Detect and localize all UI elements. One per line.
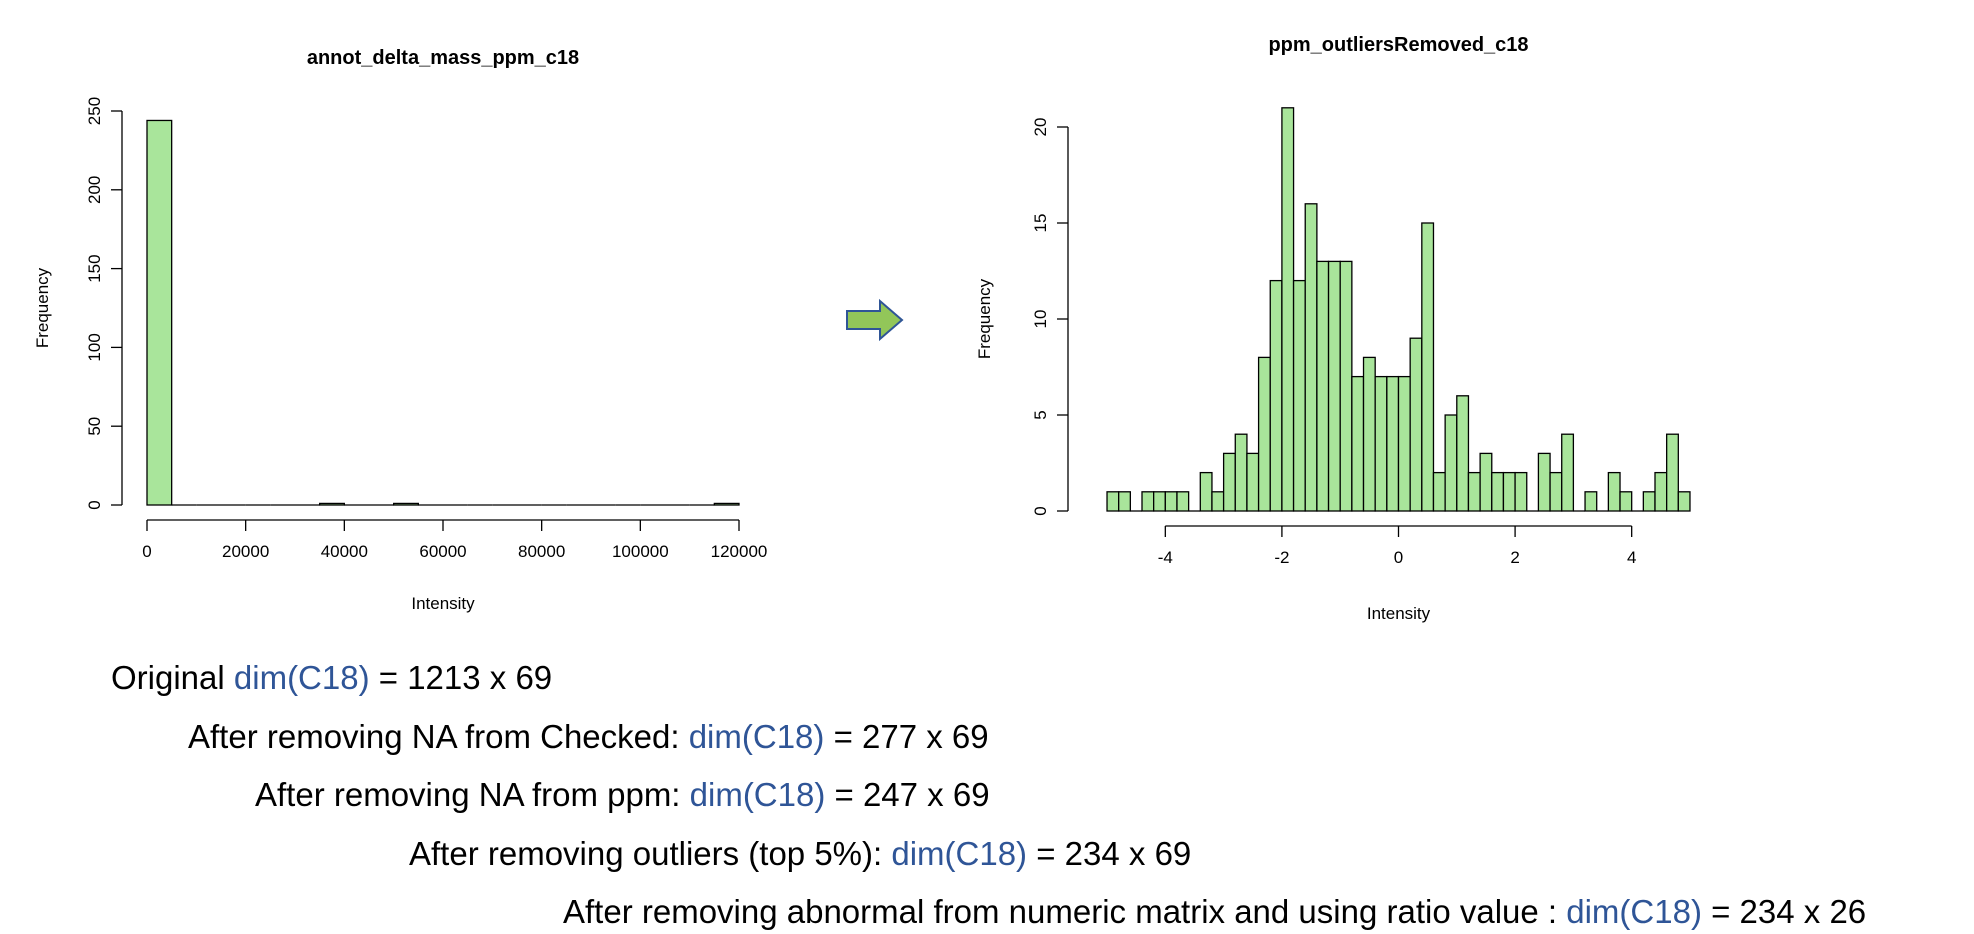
- histogram-bar: [1222, 452, 1236, 512]
- histogram-bar: [1514, 471, 1528, 512]
- histogram-bar: [146, 119, 173, 506]
- histogram-bar: [1153, 491, 1166, 512]
- histogram-bar: [1479, 452, 1493, 512]
- x-tick-label: 0: [1394, 548, 1403, 567]
- y-tick-label: 20: [1031, 118, 1050, 137]
- chart-title: annot_delta_mass_ppm_c18: [307, 47, 579, 69]
- y-tick-label: 15: [1031, 214, 1050, 233]
- histogram-bar: [1444, 414, 1458, 512]
- histogram-bar: [1491, 471, 1505, 512]
- histogram-bar: [393, 502, 419, 506]
- histogram-bar: [1339, 260, 1353, 512]
- x-tick-label: 2: [1510, 548, 1519, 567]
- histogram-bar: [1257, 356, 1271, 512]
- histogram-bar: [1397, 375, 1411, 512]
- histogram-bar: [1362, 356, 1376, 512]
- histogram-bar: [1176, 491, 1190, 512]
- x-tick-label: 40000: [321, 542, 368, 561]
- x-tick-label: 20000: [222, 542, 269, 561]
- y-tick-label: 150: [85, 254, 104, 282]
- histogram-bar: [1584, 491, 1598, 512]
- histogram-bar: [1292, 279, 1306, 512]
- y-tick-label: 10: [1031, 310, 1050, 329]
- y-tick-label: 0: [85, 500, 104, 509]
- histogram-bar: [1234, 433, 1248, 512]
- histogram-bar: [1677, 491, 1691, 512]
- x-tick-label: 80000: [518, 542, 565, 561]
- histogram-bar: [1666, 433, 1679, 512]
- y-tick-label: 50: [85, 417, 104, 436]
- histogram-bar: [1351, 375, 1365, 512]
- histogram-bar: [1316, 260, 1330, 512]
- x-tick-label: 60000: [419, 542, 466, 561]
- histogram-bar: [1118, 491, 1131, 512]
- y-tick-label: 250: [85, 97, 104, 125]
- histogram-bar: [1432, 471, 1446, 512]
- x-axis-label: Intensity: [1367, 604, 1431, 623]
- histogram-bar: [1654, 471, 1668, 512]
- x-tick-label: 100000: [612, 542, 669, 561]
- x-axis-label: Intensity: [411, 594, 475, 613]
- histogram-bar: [1141, 491, 1155, 512]
- y-tick-label: 5: [1031, 410, 1050, 419]
- histogram-bar: [1164, 491, 1178, 512]
- histogram-bar: [1502, 471, 1516, 512]
- histogram-bar: [1281, 107, 1295, 512]
- histogram-bar: [1106, 491, 1120, 512]
- histogram-bar: [1421, 222, 1435, 512]
- chart-title: ppm_outliersRemoved_c18: [1268, 34, 1528, 56]
- histogram-bar: [319, 502, 345, 506]
- histogram-bar: [1304, 203, 1318, 512]
- histogram-bar: [1467, 471, 1481, 512]
- x-tick-label: -4: [1158, 548, 1173, 567]
- histogram-bar: [1561, 433, 1575, 512]
- y-tick-label: 100: [85, 333, 104, 361]
- histogram-bar: [713, 502, 740, 506]
- histogram-bar: [1642, 491, 1656, 512]
- histogram-bar: [1386, 375, 1400, 512]
- histogram-bar: [1327, 260, 1341, 512]
- histogram-bar: [1549, 471, 1563, 512]
- y-tick-label: 200: [85, 176, 104, 204]
- x-tick-label: 0: [142, 542, 151, 561]
- y-tick-label: 0: [1031, 506, 1050, 515]
- histogram-bar: [1211, 491, 1225, 512]
- histogram-bar: [1199, 471, 1213, 512]
- histogram-bar: [1269, 279, 1283, 512]
- histogram-bar: [1456, 395, 1470, 512]
- x-tick-label: 4: [1627, 548, 1636, 567]
- y-axis-label: Frequency: [33, 267, 52, 348]
- histogram-bar: [1619, 491, 1633, 512]
- histogram-bar: [1374, 375, 1388, 512]
- y-axis-label: Frequency: [975, 278, 994, 359]
- x-tick-label: 120000: [711, 542, 768, 561]
- histogram-bar: [1607, 471, 1621, 512]
- histogram-bar: [1409, 337, 1423, 512]
- histogram-bar: [1537, 452, 1551, 512]
- histogram-bar: [1246, 452, 1260, 512]
- x-tick-label: -2: [1274, 548, 1289, 567]
